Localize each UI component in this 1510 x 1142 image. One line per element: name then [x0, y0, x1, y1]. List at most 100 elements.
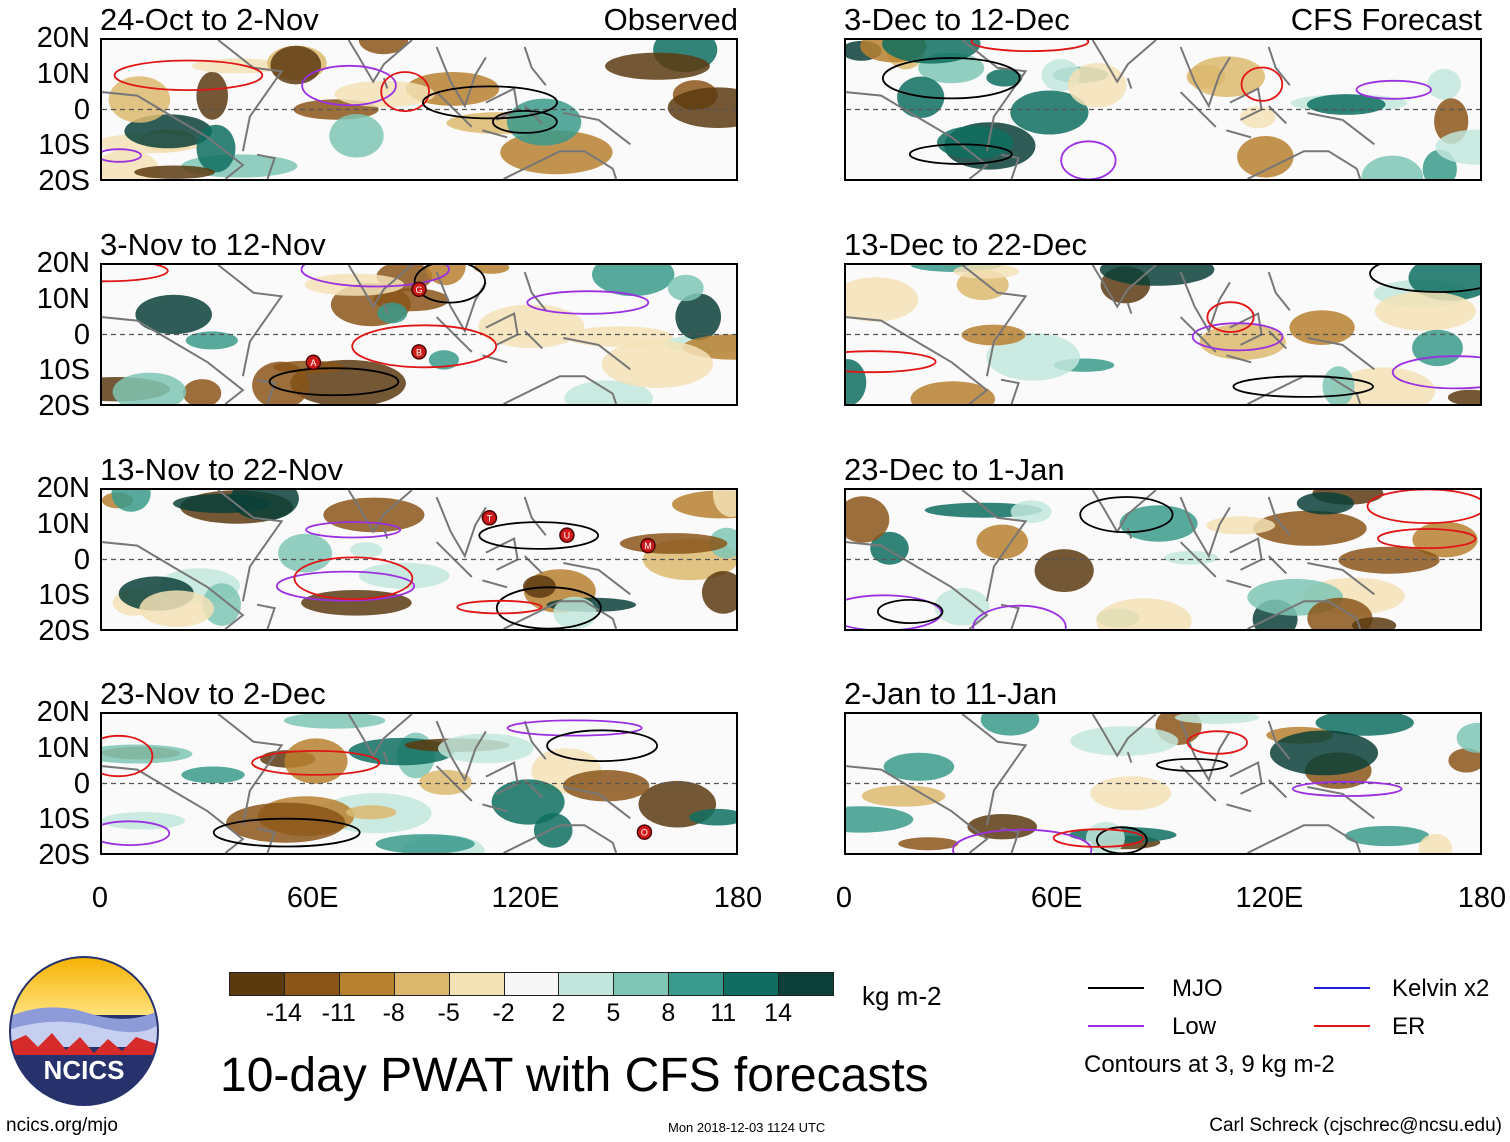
- logo-text: NCICS: [44, 1055, 125, 1085]
- colorbar-tick-label: 2: [551, 999, 566, 1027]
- latitude-label: 20N: [36, 696, 90, 728]
- panel-title: 3-Nov to 12-Nov: [100, 227, 326, 262]
- anomaly-blob: [712, 490, 736, 517]
- contour-line: [1377, 528, 1477, 550]
- anomaly-field: [846, 40, 1480, 179]
- contour-line: [413, 265, 486, 304]
- anomaly-blob: [428, 350, 459, 370]
- latitude-label: 10S: [38, 354, 90, 387]
- contour-line: [1291, 780, 1403, 797]
- anomaly-blob: [619, 533, 728, 554]
- contour-line: [1096, 826, 1148, 853]
- anomaly-blob: [473, 265, 510, 274]
- longitude-label: 60E: [286, 882, 339, 914]
- contour-line: [1186, 730, 1248, 755]
- panel-tag: Observed: [603, 2, 738, 37]
- contour-line: [1052, 828, 1145, 848]
- anomaly-blob: [329, 114, 384, 158]
- legend-low-label: Low: [1172, 1013, 1217, 1040]
- anomaly-blob: [1164, 551, 1219, 565]
- coastline: [846, 490, 1375, 629]
- storm-marker-label: B: [416, 347, 422, 357]
- anomaly-blob: [605, 52, 710, 80]
- anomaly-blob: [202, 583, 241, 626]
- storm-marker: M: [640, 537, 656, 554]
- anomaly-blob: [846, 806, 914, 833]
- anomaly-blob: [937, 125, 1014, 159]
- anomaly-blob: [196, 124, 236, 173]
- storm-marker: B: [411, 344, 427, 360]
- anomaly-field: O: [102, 714, 736, 853]
- anomaly-blob: [226, 802, 346, 843]
- anomaly-field: T U M: [102, 490, 736, 629]
- anomaly-blob: [553, 596, 597, 629]
- storm-marker-label: G: [415, 285, 422, 295]
- panel-tag: CFS Forecast: [1290, 2, 1482, 37]
- contour-line: [846, 350, 937, 374]
- colorbar-cell: [448, 972, 505, 996]
- legend: MJO Kelvin x2 Low ER Contours at 3, 9 kg…: [1084, 973, 1508, 1083]
- colorbar-cell: [613, 972, 670, 996]
- contour-line: [351, 324, 498, 369]
- anomaly-blob: [980, 714, 1040, 736]
- longitude-label: 120E: [491, 882, 560, 914]
- colorbar-tick-label: 8: [661, 999, 676, 1027]
- contour-line: [1369, 265, 1480, 293]
- colorbar-tick-label: -5: [437, 999, 460, 1027]
- contour-line: [301, 64, 397, 107]
- anomaly-blob: [701, 571, 736, 614]
- contour-line: [1366, 490, 1480, 524]
- anomaly-blob: [1447, 389, 1480, 404]
- latitude-label: 20S: [38, 615, 90, 647]
- contour-line: [113, 59, 264, 92]
- panel-title: 13-Nov to 22-Nov: [100, 452, 343, 487]
- latitude-label: 10S: [38, 129, 90, 162]
- map-panel: G A B: [100, 263, 738, 406]
- anomaly-blob: [323, 497, 425, 533]
- contour-line: [526, 290, 650, 315]
- contour-line: [1240, 66, 1284, 102]
- colorbar: [229, 972, 834, 996]
- contour-line: [1079, 496, 1174, 534]
- anomaly-blob: [898, 837, 959, 851]
- coastline: [102, 265, 631, 404]
- anomaly-blob: [349, 542, 383, 558]
- panel-title: 23-Nov to 2-Dec: [100, 676, 326, 711]
- anomaly-blob: [967, 814, 1037, 840]
- anomaly-blob: [181, 766, 245, 784]
- legend-note: Contours at 3, 9 kg m-2: [1084, 1051, 1335, 1078]
- anomaly-blob: [1351, 617, 1397, 629]
- coastline: [102, 490, 631, 629]
- anomaly-blob: [883, 752, 955, 781]
- contour-line: [506, 719, 643, 737]
- storm-marker: A: [305, 354, 322, 371]
- latitude-label: 0: [73, 93, 90, 126]
- latitude-label: 0: [73, 543, 90, 576]
- storm-marker: U: [559, 527, 575, 543]
- contour-line: [908, 143, 1013, 165]
- anomaly-blob: [1435, 129, 1480, 165]
- anomaly-blob: [1338, 546, 1440, 574]
- legend-mjo-label: MJO: [1172, 975, 1223, 1002]
- map-panel: [844, 712, 1482, 855]
- anomaly-blob: [1289, 310, 1355, 345]
- latitude-label: 10S: [38, 579, 90, 612]
- anomaly-blob: [1034, 549, 1094, 593]
- anomaly-blob: [846, 359, 867, 404]
- anomaly-blob: [1099, 265, 1215, 286]
- anomaly-blob: [1096, 598, 1192, 629]
- legend-mjo-line: [1088, 987, 1144, 989]
- anomaly-blob: [1119, 505, 1198, 542]
- anomaly-blob: [112, 372, 187, 404]
- anomaly-blob: [897, 76, 945, 119]
- contour-line: [876, 599, 944, 625]
- anomaly-blob: [135, 294, 212, 335]
- map-panel: O: [100, 712, 738, 855]
- legend-er-label: ER: [1392, 1013, 1426, 1040]
- source-url[interactable]: ncics.org/mjo: [6, 1115, 118, 1136]
- storm-marker: T: [481, 510, 498, 526]
- legend-low-line: [1088, 1025, 1144, 1027]
- panel-title: 23-Dec to 1-Jan: [844, 452, 1065, 487]
- anomaly-blob: [1253, 510, 1367, 546]
- map-panel: [844, 38, 1482, 181]
